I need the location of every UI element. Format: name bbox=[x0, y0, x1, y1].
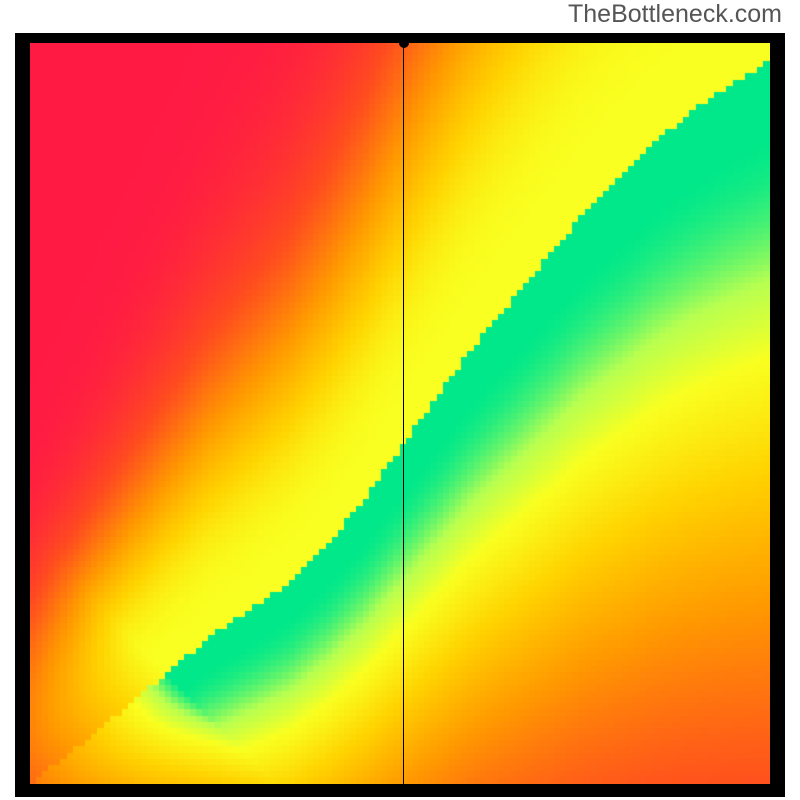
heatmap-canvas bbox=[30, 43, 770, 784]
vertical-indicator-line bbox=[403, 43, 404, 784]
chart-container: TheBottleneck.com bbox=[0, 0, 800, 800]
watermark-text: TheBottleneck.com bbox=[568, 0, 782, 29]
indicator-marker bbox=[399, 38, 409, 48]
